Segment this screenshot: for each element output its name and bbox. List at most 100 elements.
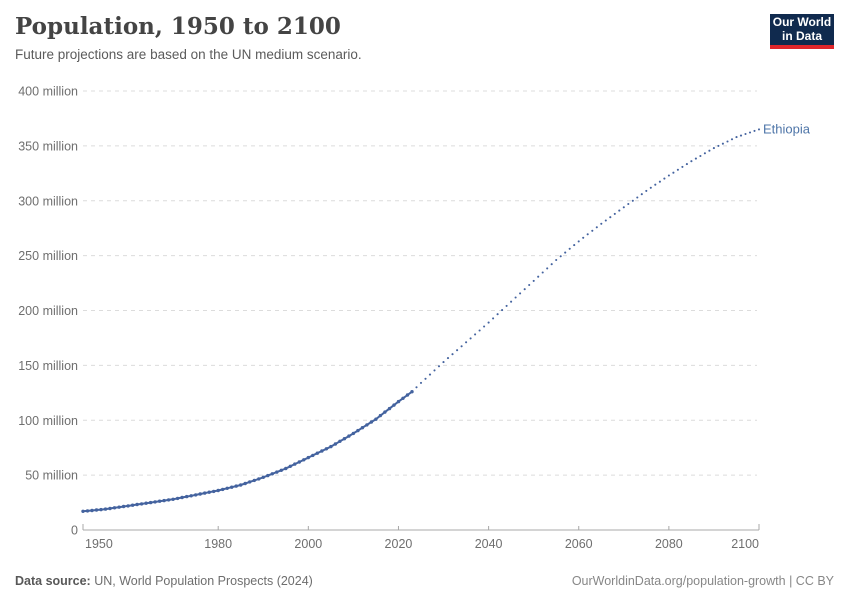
- historical-point[interactable]: [117, 505, 121, 509]
- projection-point[interactable]: [451, 353, 454, 356]
- projection-point[interactable]: [703, 152, 706, 155]
- owid-link[interactable]: OurWorldinData.org/population-growth: [571, 574, 786, 588]
- projection-point[interactable]: [456, 349, 459, 352]
- historical-point[interactable]: [401, 396, 405, 400]
- projection-point[interactable]: [537, 275, 540, 278]
- historical-point[interactable]: [302, 458, 306, 462]
- historical-point[interactable]: [378, 413, 383, 418]
- historical-point[interactable]: [392, 403, 396, 407]
- historical-point[interactable]: [356, 428, 360, 433]
- historical-point[interactable]: [347, 434, 351, 438]
- historical-point[interactable]: [257, 477, 261, 481]
- historical-point[interactable]: [194, 493, 198, 497]
- projection-point[interactable]: [523, 288, 526, 291]
- historical-point[interactable]: [279, 468, 283, 472]
- historical-point[interactable]: [288, 464, 292, 468]
- projection-point[interactable]: [528, 283, 531, 287]
- historical-point[interactable]: [85, 509, 90, 513]
- historical-point[interactable]: [293, 462, 297, 466]
- historical-point[interactable]: [234, 484, 238, 488]
- historical-point[interactable]: [180, 495, 184, 500]
- historical-point[interactable]: [153, 500, 157, 504]
- owid-logo[interactable]: Our World in Data: [770, 14, 834, 49]
- historical-point[interactable]: [252, 478, 256, 483]
- historical-point[interactable]: [369, 420, 374, 424]
- historical-point[interactable]: [225, 486, 229, 490]
- projection-point[interactable]: [514, 296, 517, 299]
- projection-point[interactable]: [654, 183, 657, 186]
- historical-point[interactable]: [135, 502, 139, 507]
- historical-point[interactable]: [221, 487, 225, 492]
- projection-point[interactable]: [424, 377, 427, 380]
- projection-point[interactable]: [541, 271, 544, 274]
- projection-point[interactable]: [712, 147, 715, 150]
- historical-point[interactable]: [157, 499, 162, 503]
- projection-point[interactable]: [757, 128, 761, 131]
- historical-point[interactable]: [306, 455, 310, 460]
- projection-point[interactable]: [419, 381, 423, 384]
- projection-point[interactable]: [658, 180, 661, 183]
- historical-point[interactable]: [121, 504, 126, 509]
- historical-point[interactable]: [311, 453, 315, 458]
- projection-point[interactable]: [582, 236, 585, 239]
- projection-point[interactable]: [496, 313, 499, 316]
- historical-point[interactable]: [342, 437, 347, 441]
- historical-point[interactable]: [333, 442, 338, 446]
- projection-point[interactable]: [510, 300, 513, 303]
- historical-point[interactable]: [405, 393, 410, 397]
- historical-point[interactable]: [99, 507, 103, 512]
- projection-point[interactable]: [591, 229, 594, 232]
- projection-point[interactable]: [460, 345, 463, 348]
- projection-point[interactable]: [730, 138, 734, 141]
- projection-point[interactable]: [568, 247, 571, 250]
- projection-point[interactable]: [685, 163, 688, 166]
- historical-point[interactable]: [189, 494, 193, 498]
- historical-point[interactable]: [297, 460, 301, 464]
- historical-point[interactable]: [103, 507, 108, 511]
- projection-point[interactable]: [474, 333, 477, 336]
- projection-point[interactable]: [428, 373, 432, 376]
- historical-line[interactable]: [82, 390, 413, 513]
- series-ethiopia[interactable]: [81, 128, 761, 513]
- projection-point[interactable]: [532, 279, 535, 282]
- projection-point[interactable]: [753, 129, 756, 132]
- projection-point[interactable]: [442, 361, 445, 364]
- historical-point[interactable]: [139, 502, 144, 506]
- projection-point[interactable]: [487, 321, 490, 324]
- projection-point[interactable]: [618, 209, 621, 212]
- historical-point[interactable]: [112, 506, 117, 510]
- historical-point[interactable]: [383, 410, 387, 414]
- projection-point[interactable]: [735, 136, 738, 139]
- historical-point[interactable]: [185, 494, 189, 499]
- projection-point[interactable]: [446, 357, 450, 360]
- projection-point[interactable]: [609, 216, 612, 219]
- projection-point[interactable]: [622, 206, 625, 209]
- projection-point[interactable]: [721, 142, 724, 145]
- historical-point[interactable]: [144, 501, 148, 505]
- projection-point[interactable]: [627, 202, 630, 206]
- projection-point[interactable]: [469, 337, 472, 340]
- historical-point[interactable]: [387, 406, 392, 411]
- historical-point[interactable]: [266, 473, 270, 478]
- historical-point[interactable]: [248, 480, 252, 484]
- historical-point[interactable]: [338, 439, 342, 443]
- historical-point[interactable]: [239, 483, 243, 487]
- projection-point[interactable]: [748, 131, 752, 134]
- historical-point[interactable]: [148, 500, 153, 505]
- historical-point[interactable]: [203, 491, 207, 495]
- projection-point[interactable]: [564, 251, 567, 254]
- historical-point[interactable]: [275, 470, 279, 474]
- projection-point[interactable]: [744, 132, 747, 136]
- historical-point[interactable]: [108, 506, 112, 511]
- projection-point[interactable]: [636, 196, 639, 199]
- projection-point[interactable]: [505, 304, 508, 307]
- historical-point[interactable]: [166, 498, 171, 502]
- historical-point[interactable]: [261, 475, 265, 479]
- historical-point[interactable]: [90, 508, 94, 513]
- historical-point[interactable]: [94, 508, 99, 512]
- projection-point[interactable]: [663, 177, 666, 180]
- historical-point[interactable]: [329, 444, 333, 449]
- projection-point[interactable]: [550, 263, 553, 266]
- projection-point[interactable]: [600, 222, 603, 225]
- projection-point[interactable]: [586, 233, 589, 236]
